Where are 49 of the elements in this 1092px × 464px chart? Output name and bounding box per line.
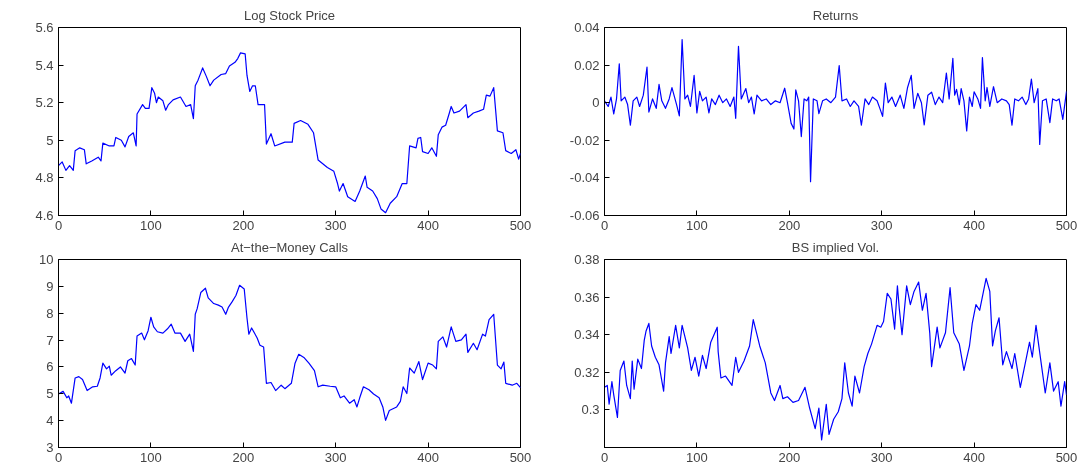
x-tick-label: 400 — [417, 217, 439, 233]
y-tick-label: 0.3 — [581, 402, 600, 418]
y-tick-label: -0.04 — [569, 170, 600, 186]
x-tick-label: 300 — [324, 217, 347, 233]
x-tick-label: 300 — [324, 449, 347, 464]
x-tick-label: 400 — [963, 217, 985, 233]
y-tick-label: 5 — [46, 132, 54, 148]
x-tick-label: 500 — [1055, 449, 1078, 464]
x-tick-label: 400 — [963, 449, 985, 464]
y-tick-label: 5 — [46, 386, 54, 402]
chart-title: Log Stock Price — [243, 7, 336, 23]
y-tick-label: -0.02 — [569, 132, 600, 148]
y-tick-label: 5.2 — [35, 95, 54, 111]
x-tick-label: 200 — [778, 449, 801, 464]
x-tick-label: 100 — [686, 217, 708, 233]
x-tick-label: 100 — [686, 449, 708, 464]
chart-title: At−the−Money Calls — [230, 239, 349, 255]
y-tick-label: 5.4 — [35, 57, 54, 73]
y-tick-label: 9 — [46, 278, 54, 294]
y-tick-label: 8 — [46, 305, 54, 321]
x-tick-label: 200 — [232, 449, 255, 464]
x-tick-label: 200 — [778, 217, 801, 233]
y-tick-label: 7 — [46, 332, 54, 348]
x-tick-label: 500 — [509, 449, 532, 464]
y-tick-label: 10 — [39, 252, 54, 267]
x-tick-label: 300 — [870, 217, 893, 233]
y-tick-label: 4.8 — [35, 170, 54, 186]
y-tick-label: 5.6 — [35, 20, 54, 35]
x-tick-label: 300 — [870, 449, 893, 464]
y-tick-label: 3 — [46, 440, 54, 455]
y-tick-label: 4.6 — [35, 208, 54, 223]
y-tick-label: 0.32 — [574, 364, 600, 380]
y-tick-label: 6 — [46, 359, 54, 375]
y-tick-label: 0.34 — [574, 327, 600, 343]
x-tick-label: 500 — [1055, 217, 1078, 233]
y-tick-label: 4 — [46, 413, 54, 429]
x-tick-label: 100 — [140, 449, 162, 464]
y-tick-label: 0.02 — [574, 57, 600, 73]
x-tick-label: 500 — [509, 217, 532, 233]
y-tick-label: 0.36 — [574, 289, 600, 305]
y-tick-label: 0.38 — [574, 252, 600, 267]
y-tick-label: 0 — [592, 95, 600, 111]
chart-title: BS implied Vol. — [791, 239, 880, 255]
x-tick-label: 200 — [232, 217, 255, 233]
y-tick-label: -0.06 — [569, 208, 600, 223]
x-tick-label: 100 — [140, 217, 162, 233]
y-tick-label: 0.04 — [574, 20, 600, 35]
chart-title: Returns — [812, 7, 859, 23]
x-tick-label: 400 — [417, 449, 439, 464]
